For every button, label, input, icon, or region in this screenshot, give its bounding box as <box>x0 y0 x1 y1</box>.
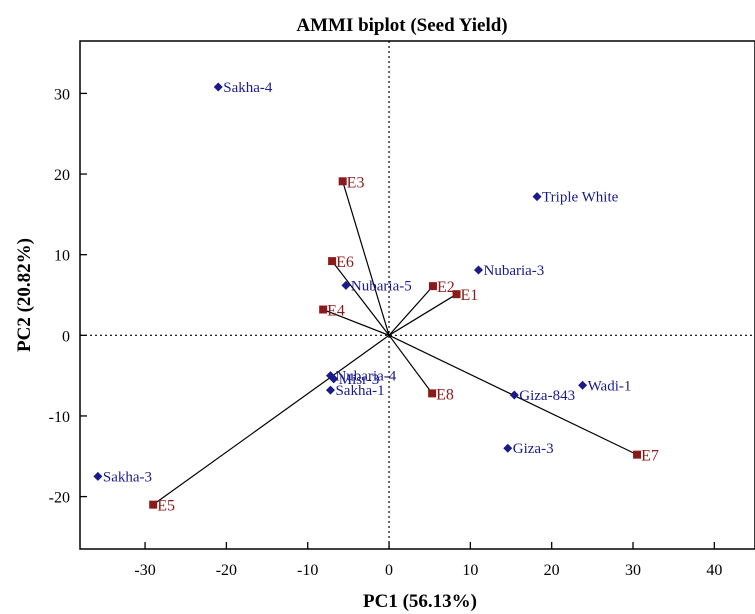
genotype-point <box>329 374 339 384</box>
genotype-point <box>509 390 519 400</box>
env-vector-line <box>331 260 390 336</box>
environment-vectors <box>152 181 638 506</box>
environment-point <box>633 450 642 459</box>
genotype-label: Misr-3 <box>339 372 380 388</box>
genotype-point <box>213 82 223 92</box>
genotype-point <box>325 385 335 395</box>
environment-point <box>319 305 328 314</box>
env-vector-line <box>388 293 457 336</box>
env-vector-line <box>152 334 390 506</box>
y-tick-label: 30 <box>54 86 70 103</box>
genotype-label: Giza-3 <box>513 441 554 457</box>
environment-point <box>328 257 337 266</box>
env-vector-line <box>342 181 390 336</box>
genotype-label: Nubaria-5 <box>351 278 412 294</box>
genotype-point <box>503 443 513 453</box>
x-tick-label: -30 <box>134 562 155 579</box>
x-tick-label: 40 <box>706 562 722 579</box>
x-tick-label: 20 <box>544 562 560 579</box>
genotype-label: Giza-843 <box>519 388 575 404</box>
env-vector-line <box>388 285 434 336</box>
genotype-label: Sakha-4 <box>223 80 273 96</box>
x-axis-label: PC1 (56.13%) <box>363 591 477 612</box>
y-tick-label: 10 <box>54 248 70 265</box>
y-tick-label: 0 <box>62 328 70 345</box>
environment-label: E6 <box>336 254 354 271</box>
environment-point <box>338 177 347 186</box>
genotype-label: Wadi-1 <box>588 378 632 394</box>
environment-label: E5 <box>157 498 175 515</box>
environment-label: E7 <box>641 448 659 465</box>
environment-point <box>428 282 437 291</box>
x-tick-label: 0 <box>385 562 393 579</box>
genotype-points: Sakha-4 Triple White Nubaria-3 Nubaria-5 Nub… <box>93 80 631 485</box>
environment-points: E1 E2 E3 E4 E5 E6 E7 E8 <box>149 174 659 515</box>
environment-label: E1 <box>461 287 479 304</box>
x-axis-ticks: -30 -20 -10 0 10 20 30 40 <box>134 542 722 579</box>
environment-point <box>452 290 461 299</box>
x-tick-label: 30 <box>625 562 641 579</box>
genotype-label: Sakha-3 <box>103 469 152 485</box>
environment-label: E2 <box>437 279 455 296</box>
y-axis-ticks: -20 -10 0 10 20 30 <box>49 86 87 507</box>
y-axis-label: PC2 (20.82%) <box>14 238 35 352</box>
genotype-label: Nubaria-3 <box>483 263 544 279</box>
environment-label: E3 <box>347 174 365 191</box>
genotype-label: Sakha-1 <box>335 383 384 399</box>
y-tick-label: -20 <box>49 490 70 507</box>
genotype-label: Nubaria-4 <box>335 369 396 385</box>
x-tick-label: 10 <box>462 562 478 579</box>
env-vector-line <box>388 334 433 394</box>
genotype-label: Triple White <box>542 190 619 206</box>
y-tick-label: -10 <box>49 409 70 426</box>
genotype-point <box>532 192 542 202</box>
genotype-point <box>93 471 103 481</box>
env-vector-line <box>322 308 390 336</box>
genotype-point <box>341 280 351 290</box>
environment-label: E8 <box>436 386 454 403</box>
x-tick-label: -20 <box>216 562 237 579</box>
environment-point <box>428 389 437 398</box>
environment-point <box>149 500 158 509</box>
chart-title: AMMI biplot (Seed Yield) <box>296 15 507 36</box>
x-tick-label: -10 <box>297 562 318 579</box>
plot-frame <box>79 40 755 550</box>
environment-label: E4 <box>327 303 345 320</box>
genotype-point <box>578 380 588 390</box>
y-tick-label: 20 <box>54 167 70 184</box>
genotype-point <box>473 265 483 275</box>
